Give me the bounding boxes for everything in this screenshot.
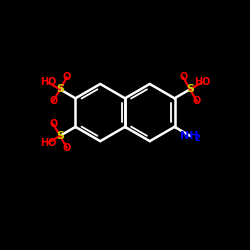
Text: O: O: [179, 72, 187, 83]
Text: O: O: [49, 96, 57, 106]
Text: O: O: [63, 143, 71, 153]
Text: HO: HO: [194, 78, 210, 88]
Text: O: O: [63, 72, 71, 83]
Text: O: O: [49, 119, 57, 129]
Text: S: S: [56, 84, 64, 94]
Text: HO: HO: [40, 138, 56, 148]
Text: S: S: [186, 84, 194, 94]
Text: 2: 2: [194, 134, 200, 143]
Text: HO: HO: [40, 78, 56, 88]
Text: O: O: [193, 96, 201, 106]
Text: S: S: [56, 131, 64, 141]
Text: NH: NH: [180, 131, 198, 141]
